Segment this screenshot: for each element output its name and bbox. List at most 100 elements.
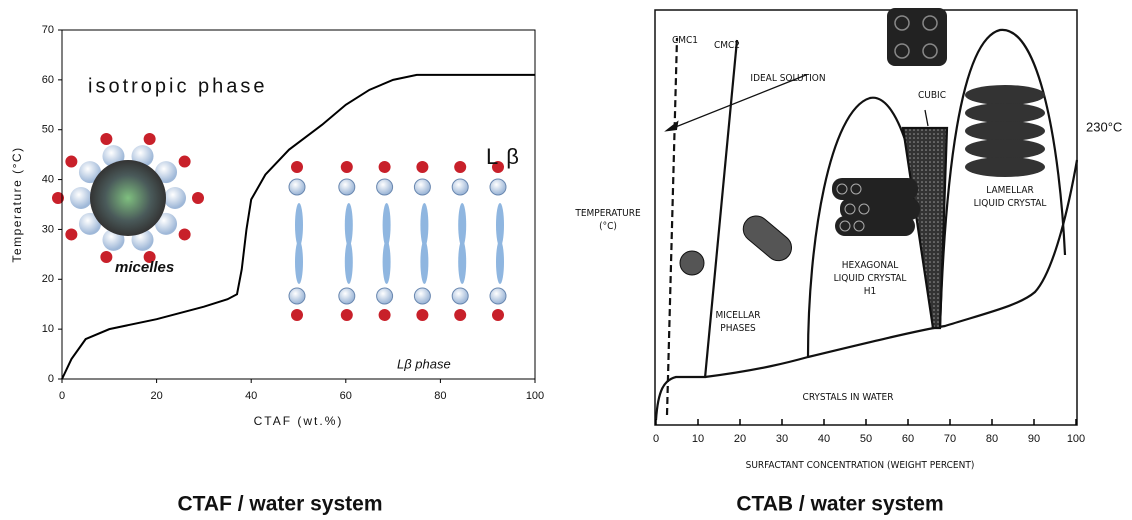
x-tick-label: 20	[150, 390, 162, 402]
y-tick-label: 10	[42, 323, 54, 335]
sphere	[164, 187, 186, 209]
head-group	[100, 250, 113, 263]
y-tick-label: 0	[48, 373, 54, 385]
head-group	[416, 309, 429, 321]
sphere	[155, 161, 178, 184]
head-group	[291, 161, 303, 173]
sphere	[376, 178, 394, 196]
annotation: (°C)	[599, 221, 617, 232]
x-axis-label: SURFACTANT CONCENTRATION (WEIGHT PERCENT…	[746, 460, 975, 471]
sphere	[489, 178, 507, 196]
caption: CTAF / water system	[177, 493, 382, 516]
head-group	[178, 228, 191, 241]
head-group	[143, 250, 156, 263]
annotation: CMC2	[714, 40, 740, 51]
x-tick-label: 60	[340, 390, 352, 402]
head-group	[340, 161, 353, 173]
sphere	[155, 212, 178, 235]
y-axis-label: Temperature (°C)	[10, 146, 24, 262]
annotation: MICELLAR	[715, 310, 760, 321]
sphere	[376, 287, 394, 305]
x-tick-label: 90	[1028, 433, 1040, 445]
y-tick-label: 50	[42, 124, 54, 136]
annotation: Lβ phase	[397, 356, 451, 371]
plot-frame	[61, 29, 536, 380]
tail	[458, 240, 467, 284]
structure-icons	[679, 8, 1045, 276]
head-group	[65, 228, 78, 241]
x-tick-label: 50	[860, 433, 872, 445]
x-tick-label: 80	[986, 433, 998, 445]
annotation: HEXAGONAL	[842, 260, 899, 271]
sphere	[451, 287, 469, 305]
annotation: 230°C	[1086, 119, 1122, 134]
sphere	[451, 178, 469, 196]
x-tick-label: 60	[902, 433, 914, 445]
sphere	[70, 187, 92, 209]
x-axis-label: CTAF (wt.%)	[254, 414, 344, 428]
sphere	[413, 287, 431, 305]
sphere	[288, 178, 306, 196]
tail	[295, 240, 303, 284]
head-group	[178, 155, 191, 168]
annotation: micelles	[115, 259, 174, 276]
core	[90, 160, 166, 236]
head-group	[454, 309, 467, 321]
tail	[344, 240, 353, 284]
annotation: Lβ	[486, 144, 527, 169]
sphere	[288, 287, 306, 305]
tail	[496, 203, 504, 247]
annotation: PHASES	[720, 323, 756, 334]
tail	[458, 203, 467, 247]
annotation: TEMPERATURE	[574, 208, 641, 219]
head-group	[340, 309, 353, 321]
annotation: LAMELLAR	[986, 185, 1034, 196]
head-group	[416, 161, 429, 173]
x-tick-label: 0	[59, 390, 65, 402]
y-tick-label: 70	[42, 24, 54, 36]
tail	[496, 240, 504, 284]
x-tick-label: 0	[653, 433, 659, 445]
y-tick-label: 20	[42, 273, 54, 285]
caption: CTAB / water system	[736, 493, 943, 516]
head-group	[192, 192, 204, 204]
x-tick-label: 70	[944, 433, 956, 445]
x-tick-label: 100	[526, 390, 544, 402]
head-group	[291, 309, 303, 321]
micelle-illustration	[52, 133, 204, 263]
annotation: CMC1	[672, 35, 698, 46]
head-group	[100, 133, 113, 146]
head-group	[378, 309, 391, 321]
tail	[382, 240, 391, 284]
head-group	[454, 161, 467, 173]
sphere	[338, 287, 356, 305]
annotation: LIQUID CRYSTAL	[834, 273, 907, 284]
head-group	[492, 309, 504, 321]
bilayer-illustration	[288, 161, 507, 321]
tail	[382, 203, 391, 247]
annotation: H1	[864, 286, 877, 297]
tail	[420, 203, 429, 247]
head-group	[143, 133, 156, 146]
sphere	[78, 161, 101, 184]
x-tick-label: 30	[776, 433, 788, 445]
sphere	[489, 287, 507, 305]
x-tick-label: 10	[692, 433, 704, 445]
annotation: LIQUID CRYSTAL	[974, 198, 1047, 209]
y-tick-label: 60	[42, 74, 54, 86]
x-tick-label: 80	[434, 390, 446, 402]
y-tick-label: 30	[42, 223, 54, 235]
sphere	[78, 212, 101, 235]
head-group	[492, 161, 504, 173]
annotation: CUBIC	[918, 90, 946, 101]
head-group	[65, 155, 78, 168]
x-tick-label: 20	[734, 433, 746, 445]
annotation: isotropic phase	[88, 75, 268, 97]
tail	[420, 240, 429, 284]
head-group	[378, 161, 391, 173]
tail	[344, 203, 353, 247]
tail	[295, 203, 303, 247]
head-group	[52, 192, 64, 204]
annotation: IDEAL SOLUTION	[750, 73, 825, 84]
